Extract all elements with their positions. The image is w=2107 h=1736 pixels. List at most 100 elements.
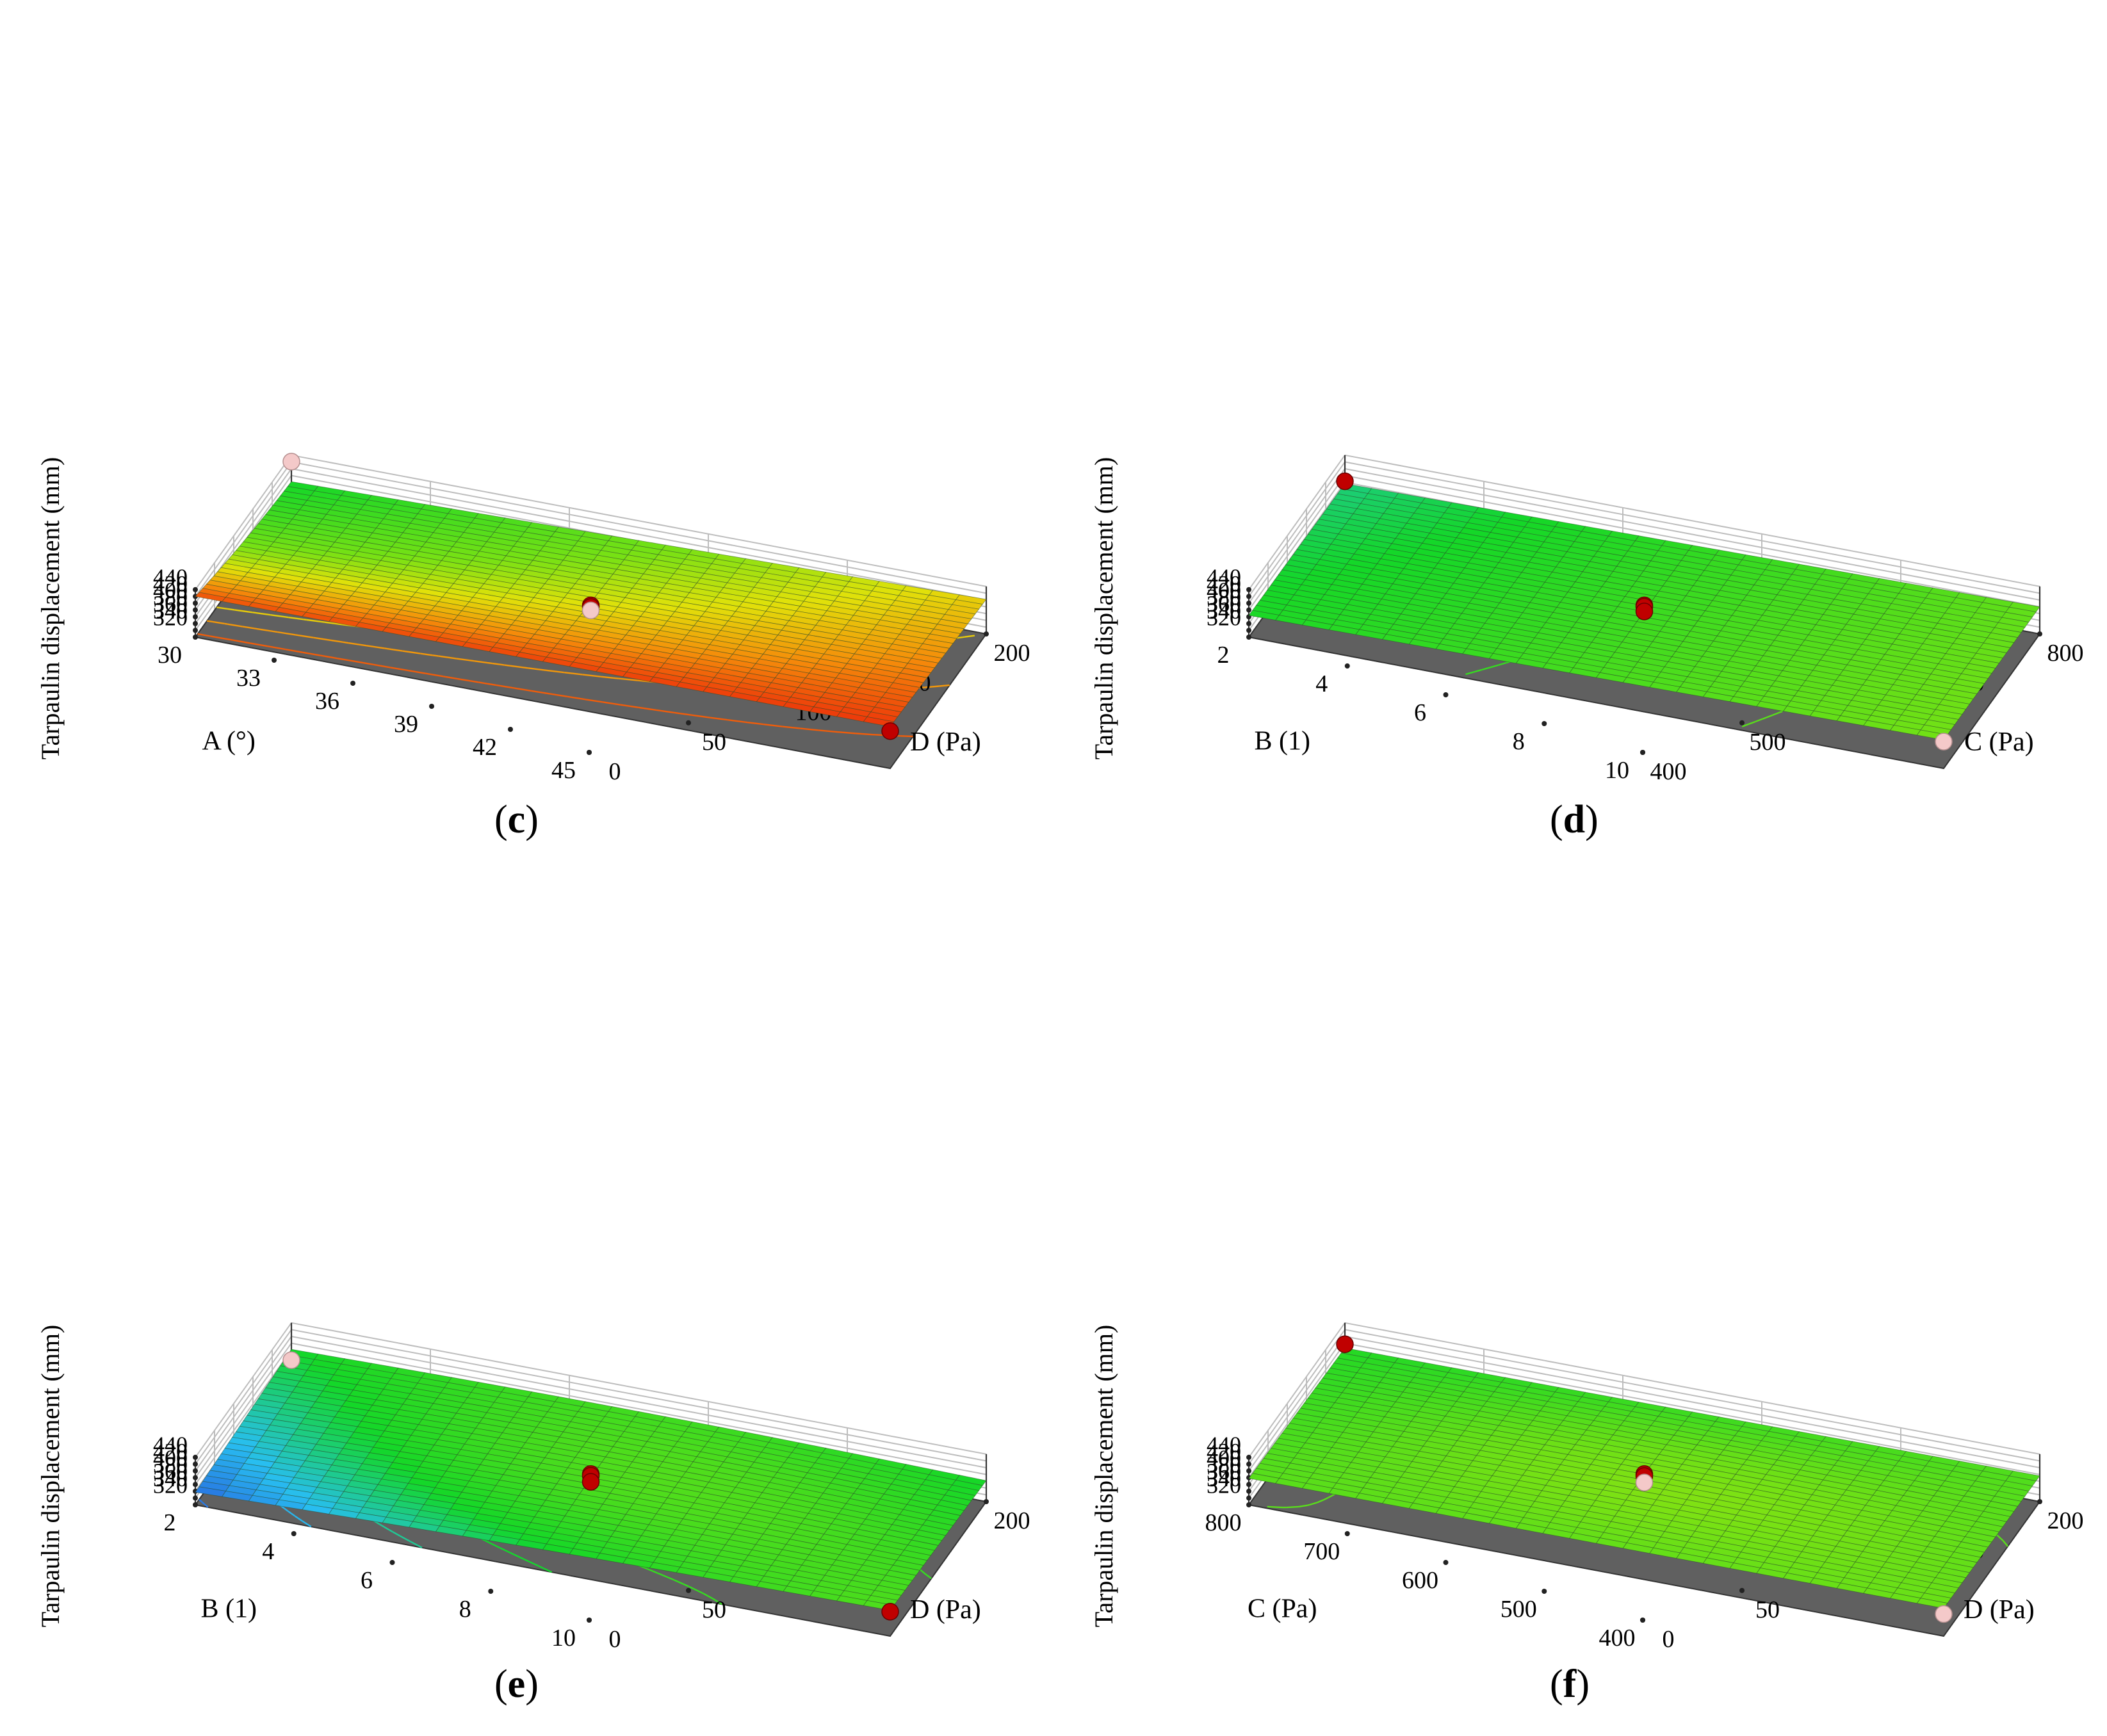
z-tick [193, 601, 198, 606]
chart-panel-d: 320 340 360 380 400 420 440 Tarpaulin displacem… [1054, 0, 2107, 868]
right-tick-label: 0 [609, 758, 621, 785]
right-axis-label: D (Pa) [910, 727, 981, 757]
contour-line [320, 654, 338, 660]
design-points-f [1336, 1335, 1953, 1623]
contour-line [1465, 671, 1474, 676]
right-wall-hgrid [1344, 1322, 2040, 1455]
right-axis-label: C (Pa) [1964, 727, 2034, 757]
left-tick-label: 6 [361, 1567, 373, 1594]
contour-line [432, 654, 439, 657]
right-tick-label: 0 [609, 1626, 621, 1653]
z-tick-label: 400 [153, 578, 188, 603]
contour-line [234, 609, 253, 613]
right-tick-label: 50 [702, 1596, 726, 1623]
right-tick [587, 750, 592, 755]
design-point [1635, 603, 1654, 621]
contour-line [564, 671, 583, 676]
contour-line [1755, 718, 1762, 722]
z-tick-label: 320 [1207, 604, 1241, 630]
z-tick-label: 400 [153, 1445, 188, 1471]
z-tick [1246, 1468, 1251, 1473]
z-tick [193, 628, 198, 633]
contour-line [728, 719, 746, 723]
contour-line [702, 1592, 704, 1594]
left-wall-hgrid [195, 1343, 292, 1479]
contour-line [330, 639, 343, 643]
z-tick-label: 440 [153, 564, 188, 590]
contour-line [585, 699, 603, 703]
z-tick [193, 587, 198, 592]
z-tick-label: 420 [1207, 571, 1241, 596]
left-tick [389, 1560, 395, 1565]
right-tick-label: 0 [1663, 1626, 1675, 1653]
z-tick [1246, 607, 1251, 613]
right-axis-label: D (Pa) [1964, 1595, 2035, 1625]
right-wall-hgrid [1344, 1342, 2040, 1475]
z-tick-label: 400 [1207, 1445, 1241, 1471]
contour-line [658, 1573, 674, 1581]
z-tick [193, 614, 198, 620]
design-point [582, 601, 600, 620]
left-axis-label: B (1) [200, 1594, 257, 1623]
z-tick-label: 420 [153, 571, 188, 596]
design-point [1336, 472, 1354, 491]
contour-line [679, 712, 692, 716]
contour-line [259, 628, 278, 633]
right-wall-hgrid [291, 1329, 987, 1462]
design-point [1336, 1335, 1354, 1353]
chart-panel-f: 320 340 360 380 400 420 440 Tarpaulin displacem… [1054, 868, 2107, 1735]
right-wall-hgrid [291, 1342, 987, 1475]
z-tick-label: 380 [153, 585, 188, 610]
contour-line [355, 660, 373, 665]
contour-line [410, 1541, 422, 1548]
contour-line [373, 663, 391, 669]
left-tick-label: 8 [1513, 728, 1525, 755]
contour-line [227, 623, 243, 628]
contour-line [287, 1510, 289, 1513]
z-tick-label: 320 [153, 604, 188, 630]
contour-line [528, 667, 547, 671]
z-tick-label: 320 [1207, 1472, 1241, 1498]
contour-line [285, 648, 303, 653]
left-axis-label: C (Pa) [1248, 1594, 1317, 1623]
contour-line [1329, 1493, 1335, 1498]
surface-f [1248, 1347, 2040, 1609]
contour-line [567, 695, 585, 701]
right-tick-label: 500 [1750, 729, 1786, 756]
contour-line [928, 685, 940, 688]
contour-line [444, 676, 461, 681]
contour-line [270, 614, 289, 619]
contour-line [1473, 669, 1483, 673]
right-wall-hgrid [291, 468, 987, 601]
z-axis-label: Tarpaulin displacement (mm) [36, 1325, 65, 1628]
z-tick-label: 440 [153, 1432, 188, 1457]
contour-line [818, 729, 838, 733]
z-tick-label: 360 [1207, 1459, 1241, 1484]
contour-line [531, 690, 549, 695]
contour-line [1309, 1502, 1318, 1506]
right-tick-label: 50 [1755, 1596, 1780, 1623]
z-tick [193, 1495, 198, 1501]
contour-line [379, 1523, 390, 1531]
contour-line [964, 635, 975, 638]
contour-line [717, 1601, 722, 1605]
surface-c [195, 481, 987, 727]
contour-line [514, 687, 532, 692]
right-tick [984, 1499, 989, 1504]
left-wall-hgrid [1248, 1329, 1346, 1464]
left-wall-hgrid [1248, 1343, 1346, 1479]
contour-line [529, 1561, 539, 1567]
z-tick-label: 320 [153, 1472, 188, 1498]
design-point [282, 1351, 300, 1369]
contour-line [782, 726, 799, 729]
contour-line [839, 731, 856, 734]
contour-line [496, 684, 514, 689]
contour-line [288, 616, 304, 621]
left-tick [508, 727, 513, 732]
contour-line [324, 621, 343, 626]
left-wall-hgrid [1248, 475, 1346, 611]
left-tick-label: 6 [1414, 699, 1426, 726]
design-point [282, 453, 300, 471]
